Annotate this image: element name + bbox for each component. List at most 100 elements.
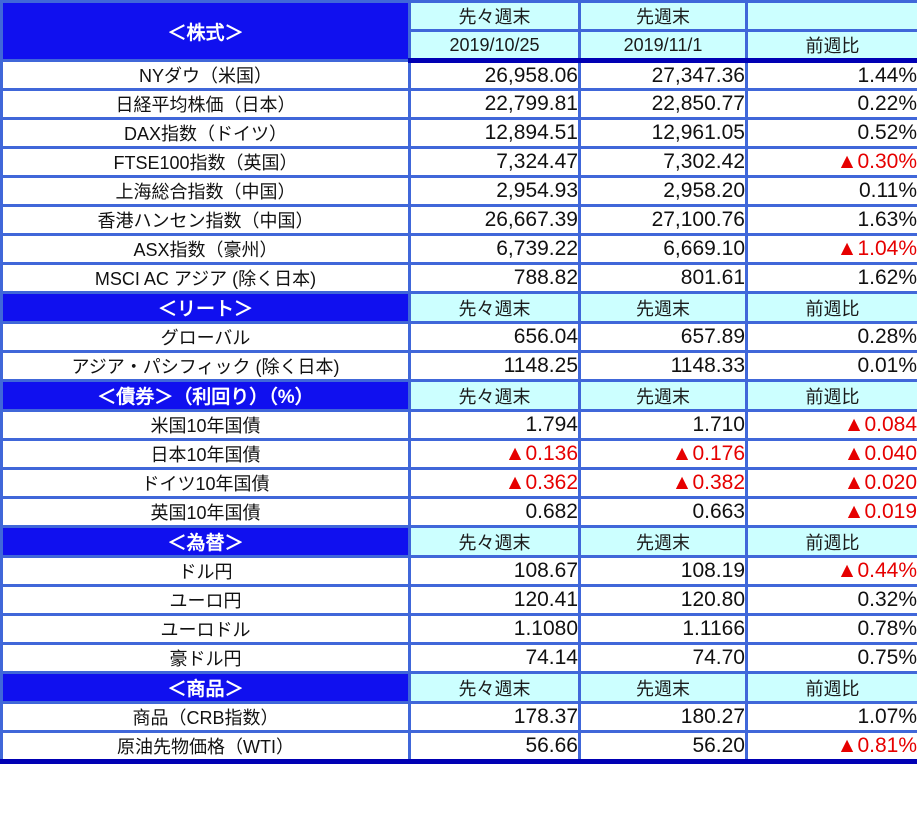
value-week-on-week: 1.63% [745, 204, 917, 236]
value-prev1-week: 56.20 [578, 730, 748, 764]
section-header-row: ＜為替＞ 先々週末 先週末 前週比 [0, 525, 917, 558]
value-week-on-week: 0.11% [745, 175, 917, 207]
value-prev1-week: ▲0.176 [578, 438, 748, 470]
column-header-week-on-week: 前週比 [745, 525, 917, 558]
data-row: アジア・パシフィック (除く日本) 1148.25 1148.33 0.01% [0, 350, 917, 382]
value-prev2-week: 74.14 [408, 642, 581, 674]
column-header-prev1-week: 先週末 [578, 525, 748, 558]
data-row: ユーロドル 1.1080 1.1166 0.78% [0, 613, 917, 645]
row-label: ユーロドル [0, 613, 411, 645]
value-week-on-week: 1.44% [745, 59, 917, 91]
row-label: ユーロ円 [0, 584, 411, 616]
value-prev1-week: 180.27 [578, 701, 748, 733]
row-label: 香港ハンセン指数（中国） [0, 204, 411, 236]
data-row: 日経平均株価（日本） 22,799.81 22,850.77 0.22% [0, 88, 917, 120]
value-prev2-week: ▲0.362 [408, 467, 581, 499]
data-row: 英国10年国債 0.682 0.663 ▲0.019 [0, 496, 917, 528]
row-label: FTSE100指数（英国） [0, 146, 411, 178]
column-header-prev1-week: 先週末 [578, 291, 748, 324]
value-prev1-week: 74.70 [578, 642, 748, 674]
row-label: アジア・パシフィック (除く日本) [0, 350, 411, 382]
column-header-prev2-week: 先々週末 [408, 671, 581, 704]
data-row: NYダウ（米国） 26,958.06 27,347.36 1.44% [0, 59, 917, 91]
data-row: 商品（CRB指数） 178.37 180.27 1.07% [0, 701, 917, 733]
value-prev1-week: 12,961.05 [578, 117, 748, 149]
column-header-prev2-week: 先々週末 [408, 525, 581, 558]
value-prev1-week: 6,669.10 [578, 233, 748, 265]
value-prev2-week: 656.04 [408, 321, 581, 353]
section-title-cell: ＜債券＞（利回り）（%） [0, 379, 411, 412]
value-prev2-week: 178.37 [408, 701, 581, 733]
data-row: DAX指数（ドイツ） 12,894.51 12,961.05 0.52% [0, 117, 917, 149]
row-label: 商品（CRB指数） [0, 701, 411, 733]
data-row: 豪ドル円 74.14 74.70 0.75% [0, 642, 917, 674]
value-week-on-week: ▲0.040 [745, 438, 917, 470]
section-title-cell: ＜為替＞ [0, 525, 411, 558]
section-header-row: ＜リート＞ 先々週末 先週末 前週比 [0, 291, 917, 324]
value-week-on-week: 0.32% [745, 584, 917, 616]
value-prev1-week: 27,347.36 [578, 59, 748, 91]
row-label: ドル円 [0, 555, 411, 587]
value-week-on-week: ▲1.04% [745, 233, 917, 265]
value-prev2-week: 120.41 [408, 584, 581, 616]
value-prev1-week: 1148.33 [578, 350, 748, 382]
column-header-prev2-week: 先々週末 [408, 379, 581, 412]
column-header-week-on-week: 前週比 [745, 379, 917, 412]
section-header-row: ＜商品＞ 先々週末 先週末 前週比 [0, 671, 917, 704]
value-prev1-week: 2,958.20 [578, 175, 748, 207]
value-prev2-week: 1.794 [408, 409, 581, 441]
value-prev2-week: 26,667.39 [408, 204, 581, 236]
column-header-week-on-week: 前週比 [745, 671, 917, 704]
row-label: DAX指数（ドイツ） [0, 117, 411, 149]
date-prev2-week: 2019/10/25 [408, 29, 581, 63]
row-label: 上海総合指数（中国） [0, 175, 411, 207]
section-header-row: ＜債券＞（利回り）（%） 先々週末 先週末 前週比 [0, 379, 917, 412]
column-header-prev2-week: 先々週末 [408, 291, 581, 324]
value-prev1-week: ▲0.382 [578, 467, 748, 499]
column-header-prev1-week: 先週末 [578, 0, 748, 32]
column-header-prev1-week: 先週末 [578, 379, 748, 412]
value-prev1-week: 1.710 [578, 409, 748, 441]
value-week-on-week: 0.78% [745, 613, 917, 645]
row-label: 米国10年国債 [0, 409, 411, 441]
data-row: 米国10年国債 1.794 1.710 ▲0.084 [0, 409, 917, 441]
row-label: グローバル [0, 321, 411, 353]
row-label: ASX指数（豪州） [0, 233, 411, 265]
row-label: 英国10年国債 [0, 496, 411, 528]
data-row: 原油先物価格（WTI） 56.66 56.20 ▲0.81% [0, 730, 917, 764]
header-row-dates: 2019/10/25 2019/11/1 前週比 [2, 29, 917, 63]
value-week-on-week: 1.62% [745, 262, 917, 294]
row-label: 豪ドル円 [0, 642, 411, 674]
table-body: NYダウ（米国） 26,958.06 27,347.36 1.44% 日経平均株価（日本… [0, 59, 917, 764]
value-week-on-week: 0.28% [745, 321, 917, 353]
row-label: MSCI AC アジア (除く日本) [0, 262, 411, 294]
column-header-week-on-week: 前週比 [745, 29, 917, 63]
column-header-blank [745, 0, 917, 32]
value-prev1-week: 108.19 [578, 555, 748, 587]
row-label: NYダウ（米国） [0, 59, 411, 91]
column-header-week-on-week: 前週比 [745, 291, 917, 324]
value-prev1-week: 120.80 [578, 584, 748, 616]
value-prev1-week: 27,100.76 [578, 204, 748, 236]
section-title-stocks: ＜株式＞ [0, 0, 411, 62]
value-prev2-week: 1.1080 [408, 613, 581, 645]
value-week-on-week: ▲0.30% [745, 146, 917, 178]
value-prev2-week: 788.82 [408, 262, 581, 294]
value-prev2-week: 2,954.93 [408, 175, 581, 207]
row-label: 原油先物価格（WTI） [0, 730, 411, 764]
value-week-on-week: ▲0.81% [745, 730, 917, 764]
value-week-on-week: 0.75% [745, 642, 917, 674]
value-prev2-week: 22,799.81 [408, 88, 581, 120]
value-week-on-week: ▲0.44% [745, 555, 917, 587]
value-prev1-week: 801.61 [578, 262, 748, 294]
value-week-on-week: 0.22% [745, 88, 917, 120]
data-row: ユーロ円 120.41 120.80 0.32% [0, 584, 917, 616]
market-summary-table: ＜株式＞ 先々週末 先週末 2019/10/25 2019/11/1 前週比 N… [0, 0, 917, 764]
data-row: 日本10年国債 ▲0.136 ▲0.176 ▲0.040 [0, 438, 917, 470]
value-week-on-week: ▲0.084 [745, 409, 917, 441]
section-title-cell: ＜リート＞ [0, 291, 411, 324]
data-row: 香港ハンセン指数（中国） 26,667.39 27,100.76 1.63% [0, 204, 917, 236]
data-row: ドイツ10年国債 ▲0.362 ▲0.382 ▲0.020 [0, 467, 917, 499]
row-label: 日経平均株価（日本） [0, 88, 411, 120]
value-prev2-week: ▲0.136 [408, 438, 581, 470]
